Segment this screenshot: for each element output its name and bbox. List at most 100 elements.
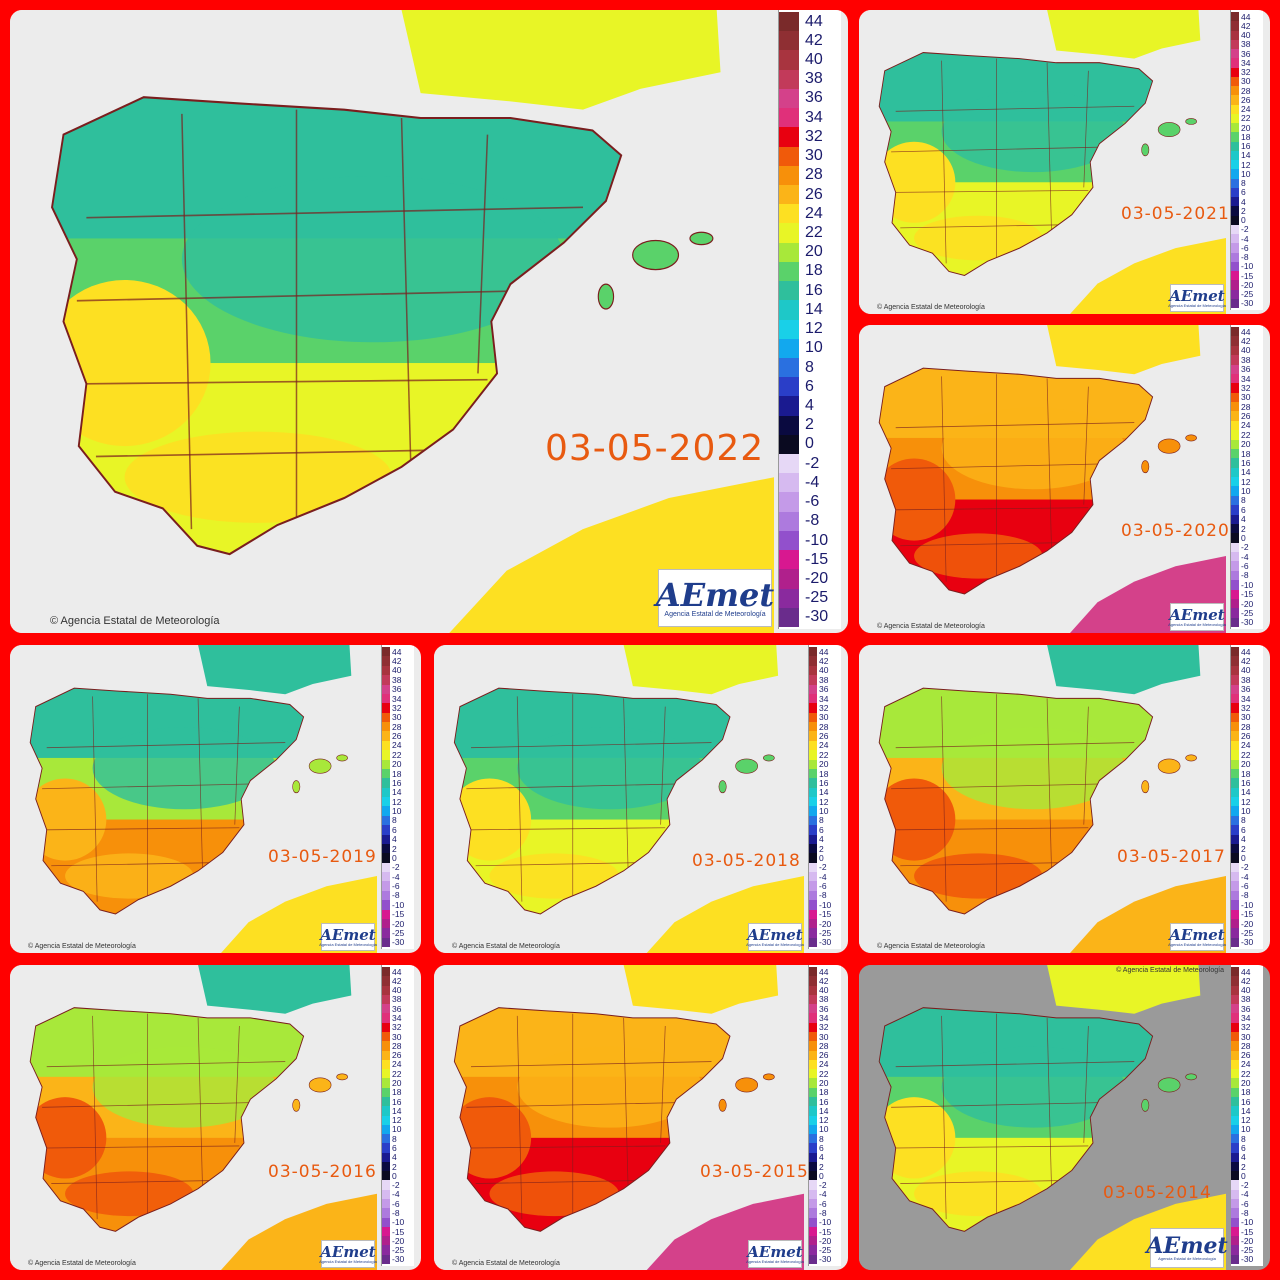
legend-entry: 28 xyxy=(1231,1041,1250,1051)
legend-label: 44 xyxy=(1241,646,1251,657)
legend-swatch xyxy=(1231,834,1239,844)
legend-swatch xyxy=(1231,30,1239,40)
legend-swatch xyxy=(382,928,390,938)
legend-entry: -20 xyxy=(1231,1236,1253,1246)
legend-entry: -30 xyxy=(382,1254,404,1264)
legend-label: 16 xyxy=(805,281,823,299)
legend-label: 36 xyxy=(1241,1003,1251,1014)
legend-swatch xyxy=(382,684,390,694)
map-panel-2018: 44 42 40 38 36 34 32 30 28 26 24 22 20 18 16 14 12 10 8 6 4 2… xyxy=(434,645,848,953)
legend-swatch xyxy=(809,665,817,676)
legend-swatch xyxy=(382,1236,390,1246)
legend-entry: -15 xyxy=(1231,270,1254,281)
legend-label: 30 xyxy=(392,712,402,723)
legend-label: 18 xyxy=(392,768,402,779)
map-panel-2017: 44 42 40 38 36 34 32 30 28 26 24 22 20 18 16 14 12 10 8 6 4 2… xyxy=(859,645,1270,953)
legend-label: -15 xyxy=(1241,270,1254,281)
legend-entry: 42 xyxy=(1231,336,1250,346)
legend-label: 14 xyxy=(1241,1105,1251,1116)
legend-swatch xyxy=(382,1069,390,1079)
legend-label: -10 xyxy=(1241,899,1254,910)
legend-swatch xyxy=(1231,1096,1239,1107)
legend-entry: 32 xyxy=(382,703,401,713)
legend-label: 8 xyxy=(819,1133,824,1144)
legend-swatch xyxy=(1231,890,1239,901)
legend-label: 30 xyxy=(1241,76,1251,87)
legend-label: 20 xyxy=(1241,1078,1251,1089)
legend-swatch xyxy=(779,88,799,109)
legend-swatch xyxy=(382,872,390,882)
legend-swatch xyxy=(809,712,817,722)
legend-swatch xyxy=(779,530,799,551)
legend-swatch xyxy=(809,1189,817,1200)
legend-swatch xyxy=(809,872,817,882)
legend-label: 22 xyxy=(805,224,823,242)
legend-entry: 32 xyxy=(1231,1022,1250,1032)
legend-entry: 18 xyxy=(382,1087,401,1097)
legend-swatch xyxy=(809,976,817,986)
legend-label: 12 xyxy=(1241,159,1251,170)
legend-swatch xyxy=(382,1031,390,1042)
temperature-map xyxy=(859,325,1226,633)
legend-swatch xyxy=(809,1134,817,1144)
legend-label: 36 xyxy=(392,684,402,695)
legend-swatch xyxy=(382,1180,390,1190)
legend-swatch xyxy=(1231,132,1239,142)
legend-entry: -25 xyxy=(779,588,828,608)
aemet-logo: AEmet Agencia Estatal de Meteorología xyxy=(746,923,804,951)
legend-label: 44 xyxy=(805,12,823,30)
legend-label: 10 xyxy=(819,806,829,817)
legend-entry: 42 xyxy=(779,31,823,51)
legend-entry: -6 xyxy=(809,1199,827,1209)
temperature-map xyxy=(434,965,804,1270)
legend-swatch xyxy=(1231,76,1239,86)
legend-swatch xyxy=(1231,740,1239,751)
legend-entry: 34 xyxy=(779,108,823,128)
legend-entry: 0 xyxy=(1231,533,1246,543)
legend-swatch xyxy=(809,862,817,872)
legend-label: 30 xyxy=(1241,712,1251,723)
temperature-legend: 44 42 40 38 36 34 32 30 28 26 24 22 20 18 16 14 12 10 8 6 4 2… xyxy=(1230,645,1263,949)
legend-entry: 40 xyxy=(1231,665,1251,676)
legend-swatch xyxy=(1231,542,1239,552)
legend-swatch xyxy=(1231,523,1239,534)
legend-swatch xyxy=(1231,703,1239,713)
legend-swatch xyxy=(779,300,799,320)
legend-label: 8 xyxy=(392,1133,397,1144)
legend-label: -6 xyxy=(1241,561,1249,572)
legend-swatch xyxy=(1231,1031,1239,1042)
legend-swatch xyxy=(779,511,799,531)
legend-label: 40 xyxy=(819,665,829,676)
legend-entry: 42 xyxy=(1231,21,1250,31)
temperature-legend: 44 42 40 38 36 34 32 30 28 26 24 22 20 18 16 14 12 10 8 6 4 2… xyxy=(1230,325,1263,629)
legend-entry: 18 xyxy=(1231,1087,1250,1097)
legend-label: 40 xyxy=(1241,345,1251,356)
legend-entry: 0 xyxy=(809,853,824,863)
legend-entry: 30 xyxy=(382,712,402,723)
legend-entry: 38 xyxy=(1231,675,1250,685)
legend-swatch xyxy=(382,853,390,863)
legend-label: -6 xyxy=(392,1198,400,1209)
legend-entry: 8 xyxy=(1231,1134,1246,1144)
legend-swatch xyxy=(809,1013,817,1023)
legend-entry: 22 xyxy=(779,223,823,243)
legend-swatch xyxy=(809,797,817,807)
map-panel-2015: 44 42 40 38 36 34 32 30 28 26 24 22 20 18 16 14 12 10 8 6 4 2… xyxy=(434,965,848,1270)
legend-swatch xyxy=(1231,355,1239,365)
legend-label: 40 xyxy=(1241,665,1251,676)
legend-swatch xyxy=(382,994,390,1005)
map-date-label: 03-05-2019 xyxy=(268,847,377,867)
legend-label: 0 xyxy=(392,1170,397,1181)
legend-swatch xyxy=(1231,336,1239,346)
legend-swatch xyxy=(1231,252,1239,262)
legend-entry: 4 xyxy=(809,1152,824,1162)
legend-label: 4 xyxy=(1241,834,1246,845)
legend-label: -8 xyxy=(392,890,400,901)
legend-entry: -8 xyxy=(779,511,819,531)
map-panel-2016: 44 42 40 38 36 34 32 30 28 26 24 22 20 18 16 14 12 10 8 6 4 2… xyxy=(10,965,421,1270)
legend-swatch xyxy=(1231,1106,1239,1116)
legend-entry: 26 xyxy=(1231,95,1250,105)
legend-label: 14 xyxy=(1241,787,1251,798)
legend-entry: 42 xyxy=(809,656,828,666)
legend-entry: 12 xyxy=(1231,797,1250,807)
